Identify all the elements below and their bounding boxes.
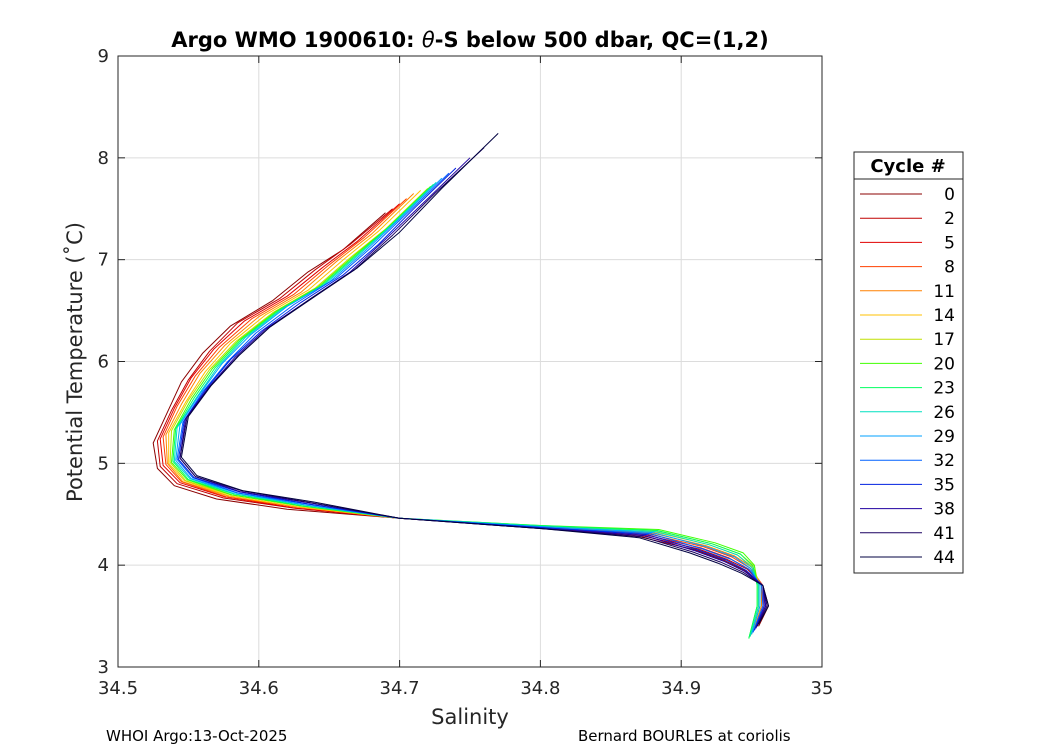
legend: Cycle # 0 2 5 8 11 14 17 20 23 26 29 32 35 38 41 44 bbox=[853, 151, 964, 574]
legend-label-cycle-11: 11 bbox=[933, 282, 955, 302]
legend-label-cycle-32: 32 bbox=[933, 451, 955, 471]
grid bbox=[118, 56, 822, 667]
legend-label-cycle-23: 23 bbox=[933, 379, 955, 399]
legend-label-cycle-14: 14 bbox=[933, 306, 955, 326]
y-tick-label: 5 bbox=[98, 453, 109, 474]
series-line-cycle-11 bbox=[165, 193, 762, 633]
legend-label-cycle-29: 29 bbox=[933, 427, 955, 447]
legend-box bbox=[853, 151, 964, 574]
y-tick-label: 8 bbox=[98, 148, 109, 169]
x-tick-label: 34.9 bbox=[661, 678, 701, 699]
series-line-cycle-35 bbox=[178, 167, 765, 631]
chart-title: Argo WMO 1900610: θ-S below 500 dbar, QC… bbox=[171, 28, 768, 52]
x-tick-label: 34.5 bbox=[98, 678, 138, 699]
series-line-cycle-0 bbox=[152, 212, 769, 627]
series-line-cycle-32 bbox=[176, 172, 764, 633]
data-series bbox=[152, 133, 769, 639]
y-tick-label: 4 bbox=[98, 555, 109, 576]
y-tick-label: 7 bbox=[98, 250, 109, 271]
series-line-cycle-2 bbox=[156, 208, 767, 627]
series-line-cycle-20 bbox=[171, 185, 758, 639]
x-tick-label: 34.8 bbox=[520, 678, 560, 699]
legend-label-cycle-8: 8 bbox=[944, 258, 955, 278]
series-line-cycle-44 bbox=[180, 133, 769, 625]
y-tick-label: 3 bbox=[98, 657, 109, 678]
legend-label-cycle-41: 41 bbox=[933, 524, 955, 544]
legend-label-cycle-20: 20 bbox=[933, 354, 955, 374]
legend-label-cycle-2: 2 bbox=[944, 209, 955, 229]
footer-left: WHOI Argo:13-Oct-2025 bbox=[106, 727, 287, 745]
legend-label-cycle-44: 44 bbox=[933, 548, 955, 568]
series-line-cycle-8 bbox=[162, 198, 764, 631]
x-axis-label: Salinity bbox=[431, 705, 509, 729]
legend-label-cycle-17: 17 bbox=[933, 330, 955, 350]
legend-label-cycle-38: 38 bbox=[933, 500, 955, 520]
legend-label-cycle-26: 26 bbox=[933, 403, 955, 423]
y-tick-label: 6 bbox=[98, 352, 109, 373]
series-line-cycle-29 bbox=[175, 177, 761, 635]
legend-label-cycle-0: 0 bbox=[944, 185, 955, 205]
axis-ticks: 34.5 34.6 34.7 34.8 34.9 35 3 4 5 6 7 8 9 bbox=[98, 46, 834, 699]
footer-right: Bernard BOURLES at coriolis bbox=[578, 727, 791, 745]
legend-title: Cycle # bbox=[870, 156, 945, 177]
x-tick-label: 34.6 bbox=[239, 678, 279, 699]
legend-label-cycle-5: 5 bbox=[944, 233, 955, 253]
y-tick-label: 9 bbox=[98, 46, 109, 67]
legend-label-cycle-35: 35 bbox=[933, 475, 955, 495]
x-tick-label: 34.7 bbox=[380, 678, 420, 699]
series-line-cycle-23 bbox=[172, 183, 758, 639]
x-tick-label: 35 bbox=[811, 678, 834, 699]
y-axis-label: Potential Temperature (˚C) bbox=[63, 222, 87, 502]
